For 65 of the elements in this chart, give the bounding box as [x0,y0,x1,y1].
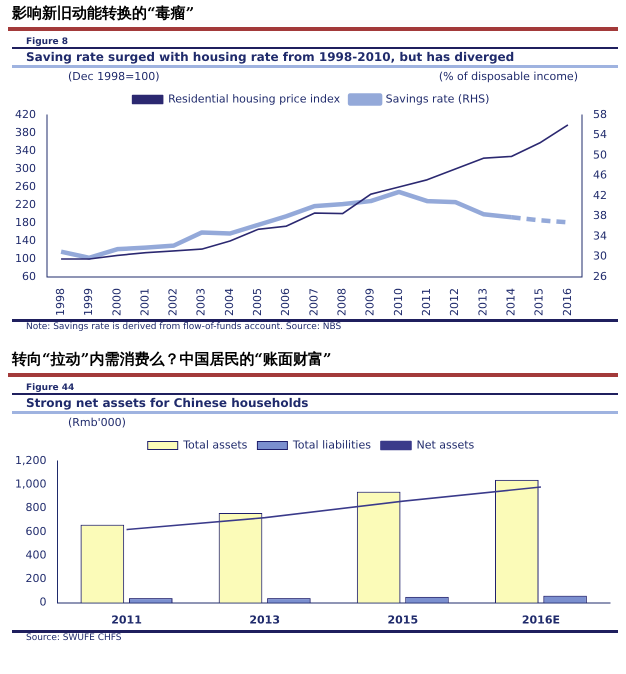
y-tick-label: 1,200 [14,454,46,467]
caption: Figure 8 [12,37,618,49]
x-tick-label: 2011 [420,288,433,316]
y-axis-title: (Rmb'000) [68,416,126,430]
y-tick-label: 1,000 [14,477,46,490]
y-tick-label: 180 [14,216,36,229]
x-tick-label: 2009 [364,288,377,316]
x-tick-label: 2005 [251,288,264,316]
x-tick-label: 2004 [222,288,236,316]
y2-tick-label: 26 [593,270,608,283]
x-tick-label: 2010 [392,288,405,316]
y2-tick-label: 50 [593,148,608,162]
y2-tick-label: 34 [593,229,608,242]
y-tick-label: 140 [14,234,36,247]
x-tick-label: 2016E [522,613,560,626]
y2-tick-label: 38 [593,209,608,222]
x-tick-label: 2013 [476,288,490,316]
x-tick-label: 2000 [110,288,124,316]
x-tick-label: 2012 [448,288,462,316]
text: Note: Savings rate is derived from flow-of-funds account. Source: NBS [12,319,618,332]
y-tick-label: 600 [25,524,46,538]
x-tick-label: 2015 [532,288,546,316]
y-tick-label: 380 [14,126,36,139]
x-tick-label: 2014 [504,288,518,316]
y2-tick-label: 46 [593,168,608,182]
y2-tick-label: 30 [593,250,608,263]
x-tick-label: 2001 [138,288,152,316]
x-tick-label: 2011 [111,613,142,626]
chart-subtitle: Saving rate surged with housing rate from 1998-2010, but has diverged [12,49,618,68]
chart-title: 转向“拉动”内需消费么？中国居民的“账面财富” [8,346,618,377]
x-tick-label: 1999 [82,288,96,316]
legend-label: Net assets [416,438,475,452]
legend-label: Residential housing price index [168,92,341,106]
y-tick-label: 800 [25,501,46,514]
y-tick-label: 340 [14,144,36,157]
x-tick-label: 2006 [279,288,292,316]
x-tick-label: 2002 [166,288,180,316]
x-tick-label: 2013 [249,613,280,626]
y-tick-label: 60 [22,270,36,283]
y-tick-label: 260 [14,180,36,193]
x-tick-label: 2007 [307,288,320,316]
chart-subtitle: Strong net assets for Chinese households [12,395,618,414]
x-tick-label: 1998 [54,288,67,316]
x-tick-label: 2008 [336,288,349,316]
caption: Figure 44 [12,383,618,395]
y-axis-title: (Dec 1998=100) [68,70,160,84]
y-tick-label: 220 [14,198,36,211]
y-tick-label: 100 [14,252,36,265]
y2-tick-label: 54 [593,128,608,142]
x-tick-label: 2003 [194,288,208,316]
x-tick-label: 2015 [387,613,418,626]
y-tick-label: 0 [39,596,46,609]
y-tick-label: 300 [14,162,36,175]
y-tick-label: 420 [14,108,36,121]
y2-axis-title: (% of disposable income) [438,70,578,84]
y-tick-label: 400 [25,548,46,562]
legend-label: Total assets [182,438,248,452]
legend-label: Savings rate (RHS) [386,92,490,106]
y-tick-label: 200 [25,572,46,586]
legend-label: Total liabilities [292,438,372,452]
source-note: Source: SWUFE CHFS [12,630,618,643]
x-tick-label: 2016 [560,288,574,316]
chart-title: 影响新旧动能转换的“毒瘤” [8,0,618,31]
y2-tick-label: 42 [593,188,608,202]
y2-tick-label: 58 [593,108,608,121]
